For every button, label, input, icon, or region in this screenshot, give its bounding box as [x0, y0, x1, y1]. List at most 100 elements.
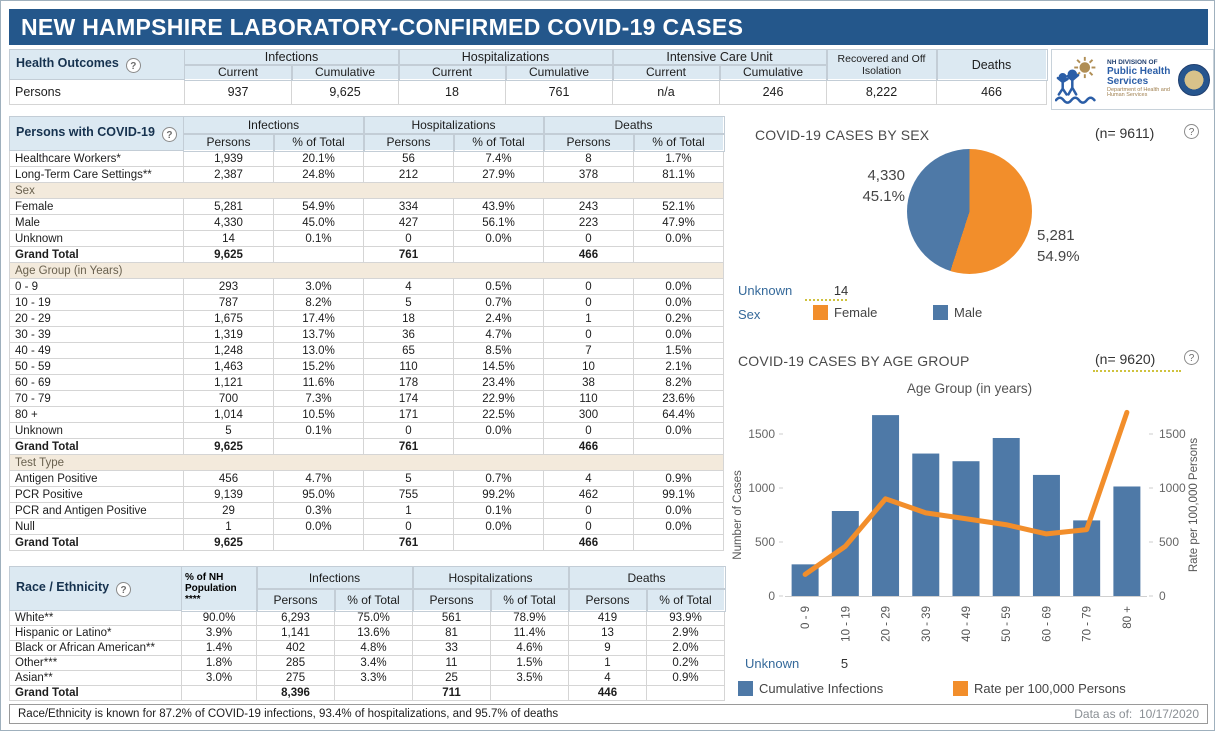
table-cell: 787	[183, 294, 274, 311]
table-cell: 466	[543, 246, 634, 263]
table-cell: 0	[543, 502, 634, 519]
table-row: 80 +1,014 10.5% 171 22.5% 300 64.4%	[9, 406, 724, 423]
table-row: 60 - 69 1,121 11.6% 178 23.4% 38 8.2%	[9, 374, 724, 391]
help-icon[interactable]	[1184, 350, 1199, 365]
table-cell: 1	[183, 518, 274, 535]
legend-item-male[interactable]: Male	[933, 305, 982, 320]
bar-30 - 39[interactable]	[912, 453, 940, 596]
table-cell: 64.4%	[633, 406, 724, 423]
table-cell	[646, 685, 725, 701]
table-cell: 300	[543, 406, 634, 423]
group-header: Deaths	[542, 115, 725, 135]
table-cell: 3.9%	[181, 625, 257, 641]
row-label: 20 - 29	[9, 310, 184, 327]
table-cell: 8.5%	[453, 342, 544, 359]
row-label: PCR Positive	[9, 486, 184, 503]
bar-50 - 59[interactable]	[992, 437, 1020, 596]
row-label: 60 - 69	[9, 374, 184, 391]
rate-line[interactable]	[802, 409, 1130, 577]
group-header: Infections	[182, 115, 365, 135]
table-cell: 0.0%	[453, 518, 544, 535]
table-cell: 0.0%	[453, 422, 544, 439]
row-label: 70 - 79	[9, 390, 184, 407]
health-outcomes-table: Health Outcomes Infections Hospitalizati…	[9, 48, 1048, 105]
help-icon[interactable]	[116, 582, 132, 597]
table-cell: 0.3%	[273, 502, 364, 519]
table-cell: 0	[543, 294, 634, 311]
table-cell: 293	[183, 278, 274, 295]
table-row: White** 90.0% 6,293 75.0% 561 78.9% 419 93.9%	[9, 610, 725, 626]
table-cell: 171	[363, 406, 454, 423]
female-swatch	[813, 305, 828, 320]
legend-label: Cumulative Infections	[759, 681, 884, 696]
col-header: Persons	[255, 587, 336, 612]
table-cell: 2.0%	[646, 640, 725, 656]
table-cell: 1	[543, 310, 634, 327]
y-axis-tick-left: 1500	[748, 427, 775, 441]
help-icon[interactable]	[161, 127, 177, 142]
help-icon[interactable]	[1184, 124, 1199, 139]
table-cell	[633, 246, 724, 263]
col-header: % of Total	[452, 132, 545, 152]
table-cell: 419	[568, 610, 647, 626]
table-cell: 8,222	[826, 79, 937, 105]
table-cell: 246	[719, 79, 827, 105]
table-cell: 14.5%	[453, 358, 544, 375]
table-cell: 1,939	[183, 150, 274, 167]
table-cell: 0.1%	[273, 230, 364, 247]
table-cell: 223	[543, 214, 634, 231]
table-cell: 0.0%	[633, 278, 724, 295]
x-axis-tick: 10 - 19	[840, 606, 852, 642]
y-axis-tick-left: 1000	[748, 481, 775, 495]
bar-40 - 49[interactable]	[952, 461, 980, 596]
table-cell: 2.1%	[633, 358, 724, 375]
pie-label-male: 4,330 45.1%	[800, 165, 905, 207]
table-cell: 4.7%	[453, 326, 544, 343]
table-row: Sex	[9, 182, 724, 199]
row-label: Male	[9, 214, 184, 231]
pie-label-female: 5,281 54.9%	[1037, 225, 1080, 267]
table-cell: 275	[256, 670, 335, 686]
table-cell: 0	[363, 230, 454, 247]
table-cell	[181, 685, 257, 701]
table-cell	[633, 534, 724, 551]
table-cell: 937	[184, 79, 292, 105]
col-header: Persons	[542, 132, 635, 152]
table-cell: 81	[412, 625, 491, 641]
group-header: Deaths	[567, 565, 726, 590]
recovered-header: Recovered and Off Isolation	[825, 48, 938, 81]
cases-by-sex-pie[interactable]	[907, 149, 1032, 274]
y-axis-tick-right: 0	[1159, 589, 1166, 603]
legend-item-female[interactable]: Female	[813, 305, 877, 320]
table-cell: 9,625	[183, 246, 274, 263]
legend-item-rate[interactable]: Rate per 100,000 Persons	[953, 681, 1126, 696]
table-cell: 1,141	[256, 625, 335, 641]
cases-by-age-chart[interactable]: 0 0 500 500 1000 1000 1500 1500 0 - 9 10 - 19 20 -…	[727, 395, 1211, 657]
table-cell: 5	[363, 294, 454, 311]
help-icon[interactable]	[125, 58, 141, 73]
table-cell: 13.6%	[334, 625, 413, 641]
table-row: PCR Positive 9,139 95.0% 755 99.2% 462 99.1%	[9, 486, 724, 503]
bar-20 - 29[interactable]	[872, 415, 900, 596]
table-cell: 7	[543, 342, 634, 359]
table-cell: 18	[363, 310, 454, 327]
dotted-underline	[1093, 370, 1181, 372]
legend-item-cumulative-infections[interactable]: Cumulative Infections	[738, 681, 883, 696]
table-row: 50 - 59 1,463 15.2% 110 14.5% 10 2.1%	[9, 358, 724, 375]
table-cell: 0	[543, 278, 634, 295]
agency-line2: Public Health Services	[1107, 65, 1171, 88]
table-cell: 174	[363, 390, 454, 407]
table-cell: 9,625	[183, 438, 274, 455]
table-cell: 5,281	[183, 198, 274, 215]
table-title-cell: Persons with COVID-19	[9, 116, 184, 151]
bar-80 +[interactable]	[1113, 486, 1141, 596]
female-pct: 54.9%	[1037, 248, 1080, 265]
table-cell: 0	[363, 518, 454, 535]
table-cell: 24.8%	[273, 166, 364, 183]
table-cell: 243	[543, 198, 634, 215]
table-row: PCR and Antigen Positive 29 0.3% 1 0.1% 0 0.0%	[9, 502, 724, 519]
table-cell: 0.2%	[646, 655, 725, 671]
table-row: Other*** 1.8% 285 3.4% 11 1.5% 1 0.2%	[9, 655, 725, 671]
row-label: Grand Total	[9, 246, 184, 263]
table-cell: 0.2%	[633, 310, 724, 327]
